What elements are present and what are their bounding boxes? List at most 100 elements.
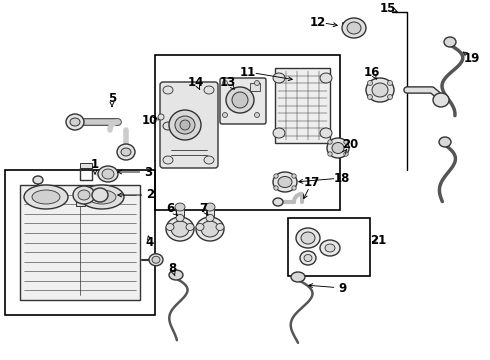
Ellipse shape — [73, 186, 95, 204]
Text: 6: 6 — [166, 202, 174, 215]
Ellipse shape — [102, 169, 114, 179]
Text: 3: 3 — [144, 166, 152, 179]
Ellipse shape — [171, 221, 189, 237]
Text: 17: 17 — [304, 175, 320, 189]
Text: 11: 11 — [240, 66, 256, 78]
Ellipse shape — [291, 272, 305, 282]
Ellipse shape — [273, 198, 283, 206]
Ellipse shape — [80, 185, 124, 209]
Text: 5: 5 — [108, 91, 116, 104]
Ellipse shape — [204, 156, 214, 164]
Text: 4: 4 — [146, 235, 154, 248]
Ellipse shape — [273, 172, 297, 192]
Ellipse shape — [296, 228, 320, 248]
Ellipse shape — [332, 143, 344, 153]
Text: 15: 15 — [380, 1, 396, 14]
Ellipse shape — [166, 217, 194, 241]
Ellipse shape — [201, 221, 219, 237]
Ellipse shape — [70, 118, 80, 126]
Ellipse shape — [366, 78, 394, 102]
Text: 1: 1 — [91, 158, 99, 171]
Text: 10: 10 — [142, 113, 158, 126]
Ellipse shape — [98, 166, 118, 182]
Ellipse shape — [301, 232, 315, 244]
Ellipse shape — [274, 186, 278, 190]
Bar — [288, 218, 370, 276]
Bar — [76, 200, 85, 206]
Ellipse shape — [204, 86, 214, 94]
Bar — [206, 207, 214, 216]
Text: 18: 18 — [334, 171, 350, 184]
Ellipse shape — [121, 148, 131, 156]
Bar — [342, 22, 352, 30]
Ellipse shape — [328, 152, 332, 156]
Bar — [176, 207, 184, 216]
Ellipse shape — [205, 203, 215, 211]
Ellipse shape — [216, 224, 224, 230]
Ellipse shape — [88, 190, 116, 204]
Text: 12: 12 — [310, 15, 326, 28]
Ellipse shape — [344, 140, 348, 144]
Ellipse shape — [439, 137, 451, 147]
Ellipse shape — [320, 128, 332, 138]
Ellipse shape — [206, 215, 214, 221]
Text: 8: 8 — [168, 261, 176, 274]
Ellipse shape — [117, 144, 135, 160]
Bar — [250, 83, 260, 91]
Ellipse shape — [33, 176, 43, 184]
Bar — [80, 163, 92, 168]
Ellipse shape — [169, 110, 201, 140]
Ellipse shape — [444, 37, 456, 47]
Ellipse shape — [163, 156, 173, 164]
Text: 7: 7 — [199, 202, 207, 215]
Ellipse shape — [152, 256, 160, 263]
Ellipse shape — [300, 251, 316, 265]
Ellipse shape — [274, 174, 278, 178]
Ellipse shape — [342, 18, 366, 38]
Bar — [155, 55, 340, 210]
Ellipse shape — [78, 190, 90, 200]
Ellipse shape — [344, 152, 348, 156]
Ellipse shape — [347, 22, 361, 34]
Ellipse shape — [92, 188, 108, 202]
Text: 9: 9 — [338, 282, 346, 294]
Ellipse shape — [278, 176, 292, 188]
Ellipse shape — [304, 255, 312, 261]
Text: 2: 2 — [146, 189, 154, 202]
Ellipse shape — [158, 114, 164, 120]
FancyBboxPatch shape — [160, 82, 218, 168]
Text: 20: 20 — [342, 139, 358, 152]
Bar — [275, 68, 330, 143]
Ellipse shape — [254, 81, 260, 85]
Ellipse shape — [175, 116, 195, 134]
Ellipse shape — [232, 92, 248, 108]
Bar — [20, 185, 140, 300]
Ellipse shape — [186, 224, 194, 230]
Ellipse shape — [327, 138, 349, 158]
Ellipse shape — [273, 73, 285, 83]
Ellipse shape — [24, 185, 68, 209]
Ellipse shape — [175, 203, 185, 211]
Ellipse shape — [368, 94, 372, 99]
Ellipse shape — [328, 140, 332, 144]
FancyBboxPatch shape — [220, 78, 266, 124]
Ellipse shape — [273, 128, 285, 138]
Text: 19: 19 — [464, 51, 480, 64]
Ellipse shape — [372, 83, 388, 97]
Text: 16: 16 — [364, 66, 380, 78]
Ellipse shape — [176, 215, 184, 221]
Ellipse shape — [163, 122, 173, 130]
Ellipse shape — [222, 112, 227, 117]
Ellipse shape — [292, 174, 296, 178]
Bar — [5, 170, 155, 315]
Ellipse shape — [66, 114, 84, 130]
Ellipse shape — [226, 87, 254, 113]
Ellipse shape — [222, 81, 227, 85]
Ellipse shape — [368, 81, 372, 85]
Ellipse shape — [163, 86, 173, 94]
Ellipse shape — [169, 270, 183, 280]
Ellipse shape — [388, 94, 392, 99]
Ellipse shape — [149, 254, 163, 266]
Ellipse shape — [196, 224, 204, 230]
Text: 21: 21 — [370, 234, 386, 247]
